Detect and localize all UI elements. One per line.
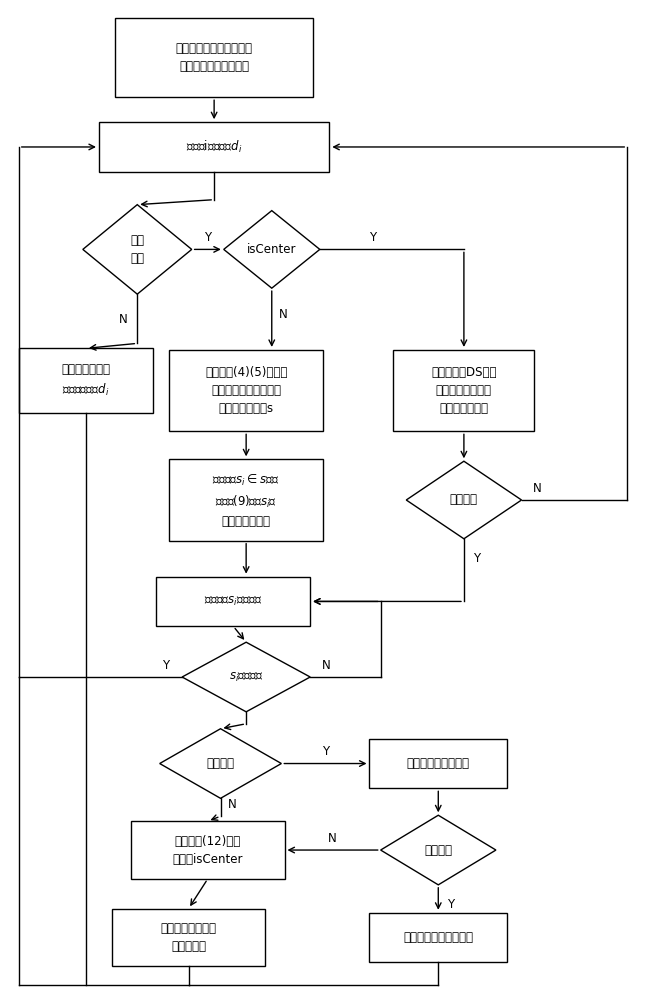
- Text: 对于所有$s_i\in s$，根
据公式(9)计算$s_i$的
概率分布函数值: 对于所有$s_i\in s$，根 据公式(9)计算$s_i$的 概率分布函数值: [213, 472, 280, 528]
- Text: 按降序对$s_i$进行验证: 按降序对$s_i$进行验证: [204, 595, 262, 608]
- Text: $s_i$验证通过: $s_i$验证通过: [229, 670, 264, 684]
- Text: 获取第i个定位点$d_i$: 获取第i个定位点$d_i$: [186, 139, 242, 155]
- Bar: [112, 909, 266, 966]
- Text: 是否
有效: 是否 有效: [130, 234, 144, 265]
- Text: N: N: [533, 482, 542, 495]
- Text: 输出匹配结果，进
行收尾工作: 输出匹配结果，进 行收尾工作: [160, 922, 216, 953]
- Polygon shape: [160, 729, 282, 798]
- Bar: [169, 459, 323, 541]
- Text: 利用三证据DS理论
和相似性对历史结
果进行双重验证: 利用三证据DS理论 和相似性对历史结 果进行双重验证: [431, 366, 497, 415]
- Bar: [156, 577, 310, 626]
- Text: 初始化匹配队列，编制道
路节点，建立拓扑关系: 初始化匹配队列，编制道 路节点，建立拓扑关系: [176, 42, 253, 73]
- Bar: [370, 739, 507, 788]
- Bar: [99, 122, 329, 172]
- Text: Y: Y: [473, 552, 480, 565]
- Text: isCenter: isCenter: [247, 243, 297, 256]
- Text: 根据公式(4)(5)计算置
信区域，从中筛选出所
有候选道路集合s: 根据公式(4)(5)计算置 信区域，从中筛选出所 有候选道路集合s: [205, 366, 287, 415]
- Polygon shape: [406, 461, 521, 539]
- Bar: [169, 350, 323, 431]
- Text: 检测换道: 检测换道: [207, 757, 234, 770]
- Text: Y: Y: [322, 745, 329, 758]
- Text: 确认换道: 确认换道: [424, 844, 452, 857]
- Text: 使用线性插值插
入一个定位点$d_i$: 使用线性插值插 入一个定位点$d_i$: [61, 363, 110, 398]
- Polygon shape: [224, 211, 320, 288]
- Text: 取连续三次匹配结果: 取连续三次匹配结果: [407, 757, 470, 770]
- Bar: [370, 913, 507, 962]
- Text: Y: Y: [163, 659, 170, 672]
- Text: Y: Y: [204, 231, 211, 244]
- Text: Y: Y: [448, 898, 455, 911]
- Polygon shape: [83, 205, 192, 294]
- Bar: [131, 821, 285, 879]
- Text: N: N: [279, 308, 287, 321]
- Bar: [19, 348, 153, 413]
- Text: N: N: [322, 659, 331, 672]
- Bar: [115, 18, 313, 97]
- Text: 验证通过: 验证通过: [450, 493, 478, 506]
- Text: 利用公式(12)设置
信号量isCenter: 利用公式(12)设置 信号量isCenter: [172, 835, 243, 866]
- Text: 清空队列，初始化参数: 清空队列，初始化参数: [403, 931, 474, 944]
- Text: N: N: [119, 313, 127, 326]
- Text: N: N: [328, 832, 337, 845]
- Text: N: N: [227, 798, 236, 811]
- Polygon shape: [380, 815, 496, 885]
- Bar: [393, 350, 534, 431]
- Text: Y: Y: [369, 231, 376, 244]
- Polygon shape: [182, 642, 310, 712]
